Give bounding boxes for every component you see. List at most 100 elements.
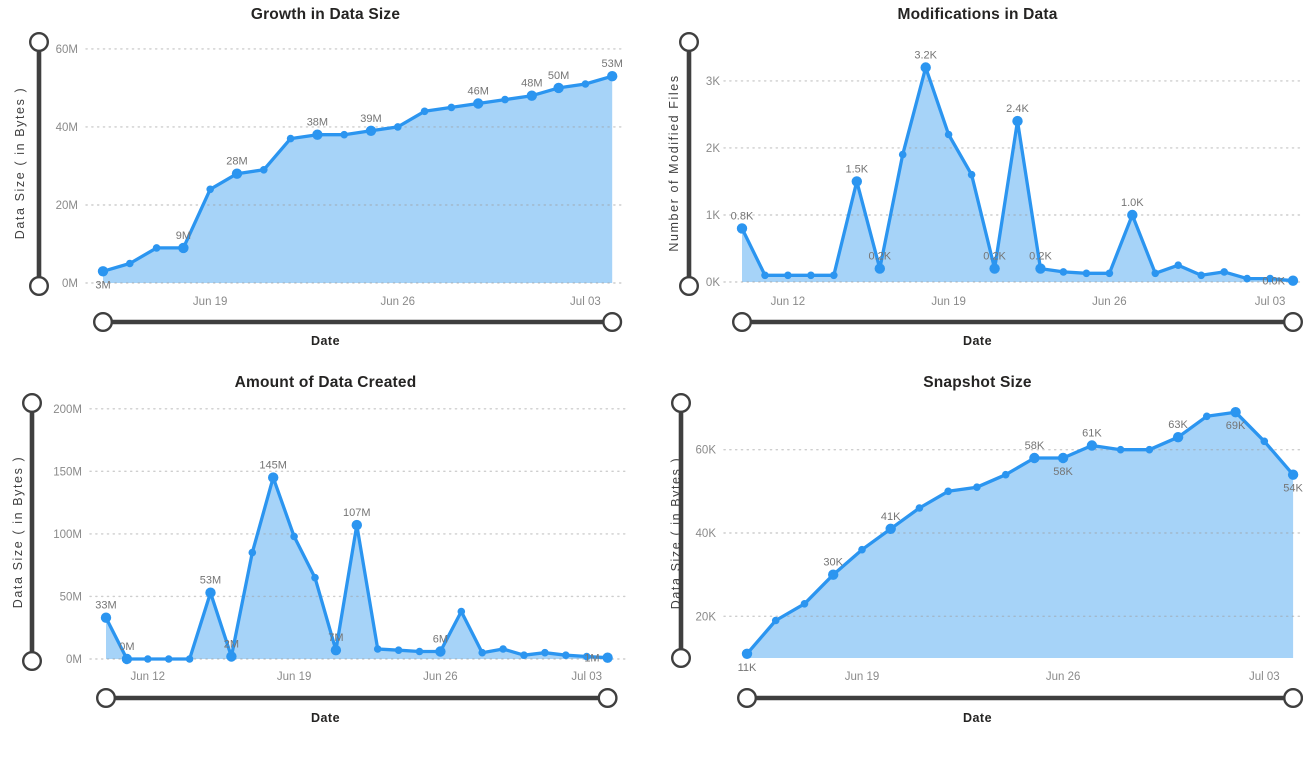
x-range-slider-min-handle[interactable] [95, 688, 116, 709]
data-point[interactable] [1220, 268, 1228, 276]
data-point[interactable] [1203, 412, 1211, 421]
data-point[interactable] [100, 612, 112, 623]
data-point[interactable] [874, 263, 885, 274]
data-point[interactable] [121, 653, 133, 665]
data-point[interactable] [226, 651, 237, 662]
data-point[interactable] [1230, 407, 1241, 418]
data-point[interactable] [248, 548, 257, 557]
data-point[interactable] [1260, 437, 1269, 446]
y-range-slider-min-handle[interactable] [679, 276, 700, 297]
data-point[interactable] [807, 271, 815, 280]
data-point[interactable] [351, 519, 362, 531]
data-point[interactable] [1151, 269, 1160, 278]
data-point[interactable] [920, 62, 931, 73]
data-point[interactable] [1086, 440, 1098, 451]
y-range-slider-max-handle[interactable] [671, 393, 692, 414]
data-point[interactable] [562, 651, 570, 659]
data-point[interactable] [944, 130, 953, 139]
data-point[interactable] [526, 90, 537, 101]
data-point[interactable] [1035, 263, 1046, 274]
data-point[interactable] [415, 647, 424, 656]
data-point[interactable] [851, 176, 862, 187]
data-point[interactable] [1287, 275, 1299, 286]
data-point[interactable] [944, 487, 952, 496]
data-point[interactable] [394, 646, 403, 654]
data-point[interactable] [420, 107, 429, 116]
y-range-slider-max-handle[interactable] [29, 32, 50, 53]
data-point[interactable] [1012, 115, 1023, 127]
data-point[interactable] [478, 648, 487, 657]
data-point[interactable] [828, 569, 839, 580]
data-point[interactable] [373, 645, 382, 653]
data-point[interactable] [126, 259, 134, 268]
data-point[interactable] [152, 244, 161, 252]
data-point[interactable] [1116, 445, 1125, 454]
y-range-slider-min-handle[interactable] [29, 276, 50, 297]
data-point[interactable] [898, 150, 907, 159]
data-point[interactable] [553, 82, 564, 94]
y-range-slider-max-handle[interactable] [679, 32, 700, 53]
data-point[interactable] [501, 95, 509, 104]
data-point[interactable] [394, 123, 402, 131]
x-range-slider-max-handle[interactable] [1283, 312, 1303, 332]
x-range-slider-min-handle[interactable] [731, 312, 752, 333]
data-point[interactable] [473, 98, 484, 109]
data-point[interactable] [365, 125, 377, 136]
data-point[interactable] [520, 651, 528, 659]
data-point[interactable] [268, 472, 279, 483]
data-point[interactable] [973, 483, 981, 491]
data-point[interactable] [1127, 209, 1138, 221]
data-point[interactable] [800, 600, 809, 608]
data-point[interactable] [206, 185, 214, 194]
x-range-slider-min-handle[interactable] [736, 688, 757, 709]
data-point[interactable] [736, 223, 748, 234]
data-point[interactable] [602, 652, 613, 663]
data-point[interactable] [581, 80, 590, 88]
data-point[interactable] [858, 545, 866, 554]
y-range-slider-min-handle[interactable] [671, 648, 692, 669]
data-point[interactable] [290, 532, 298, 541]
data-point[interactable] [311, 573, 319, 582]
data-point[interactable] [967, 170, 976, 179]
data-point[interactable] [989, 263, 1000, 274]
data-point[interactable] [330, 645, 342, 656]
data-point[interactable] [1174, 261, 1182, 270]
data-point[interactable] [582, 652, 591, 661]
data-point[interactable] [1287, 469, 1299, 480]
data-point[interactable] [231, 168, 243, 179]
data-point[interactable] [1266, 274, 1274, 283]
data-point[interactable] [1172, 432, 1184, 443]
data-point[interactable] [771, 616, 780, 625]
data-point[interactable] [761, 271, 769, 280]
data-point[interactable] [435, 646, 446, 657]
data-point[interactable] [97, 266, 109, 277]
data-point[interactable] [1243, 274, 1251, 283]
data-point[interactable] [312, 129, 323, 140]
data-point[interactable] [260, 166, 268, 174]
data-point[interactable] [205, 587, 216, 598]
data-point[interactable] [607, 71, 618, 82]
data-point[interactable] [541, 648, 549, 657]
data-point[interactable] [1082, 269, 1091, 278]
x-range-slider-max-handle[interactable] [1283, 688, 1303, 708]
data-point[interactable] [447, 103, 456, 112]
data-point[interactable] [1145, 445, 1154, 454]
data-point[interactable] [340, 130, 349, 139]
data-point[interactable] [286, 134, 295, 143]
x-range-slider-max-handle[interactable] [602, 312, 623, 333]
data-point[interactable] [1197, 271, 1205, 280]
data-point[interactable] [784, 271, 792, 280]
data-point[interactable] [915, 504, 924, 512]
data-point[interactable] [1059, 268, 1068, 276]
data-point[interactable] [144, 655, 152, 663]
data-point[interactable] [1001, 470, 1010, 479]
data-point[interactable] [1057, 452, 1069, 464]
data-point[interactable] [178, 242, 189, 254]
data-point[interactable] [741, 648, 753, 659]
data-point[interactable] [1105, 269, 1114, 278]
data-point[interactable] [457, 607, 466, 616]
data-point[interactable] [499, 645, 507, 653]
data-point[interactable] [164, 655, 173, 663]
data-point[interactable] [1029, 452, 1040, 464]
data-point[interactable] [885, 523, 896, 534]
